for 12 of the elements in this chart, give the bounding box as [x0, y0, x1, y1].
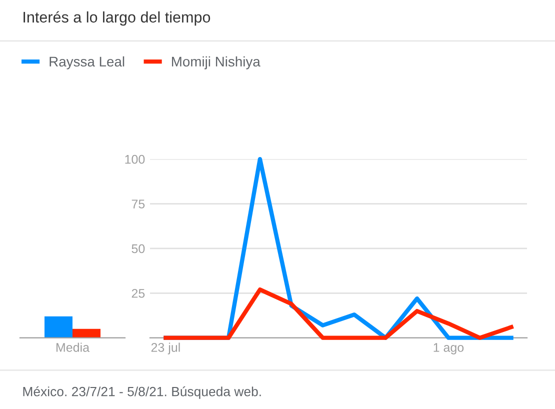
y-tick-label: 100 [125, 154, 145, 164]
x-tick-label: Media [56, 342, 90, 352]
y-tick-label: 50 [132, 244, 145, 254]
legend-label: Momiji Nishiya [172, 56, 260, 70]
legend-label: Rayssa Leal [50, 56, 124, 70]
x-tick-label: 23 jul [151, 342, 180, 354]
y-tick-label: 75 [132, 200, 145, 208]
line-series [164, 287, 514, 340]
x-tick-label: 1 ago [434, 343, 464, 354]
chart-title: Interés a lo largo del tiempo [24, 11, 210, 26]
y-tick-label: 25 [132, 288, 145, 298]
text: México. 23/7/21 - 5/8/21. Búsqueda web. [23, 386, 261, 399]
